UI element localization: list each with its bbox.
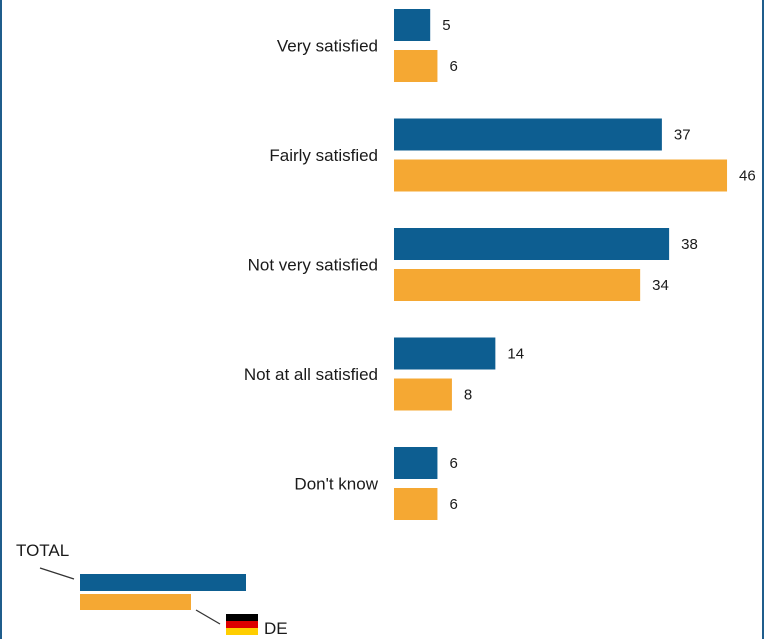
legend-total-swatch bbox=[80, 574, 246, 591]
total-bar bbox=[394, 447, 438, 479]
value-label: 5 bbox=[442, 17, 450, 34]
total-bar bbox=[394, 118, 662, 151]
category-label: Not very satisfied bbox=[248, 256, 378, 275]
bars-layer bbox=[394, 9, 728, 520]
total-bar bbox=[394, 9, 431, 41]
de-bar bbox=[394, 159, 728, 192]
labels-layer: Very satisfied 5 6 Fairly satisfied 37 46 Not … bbox=[244, 17, 756, 513]
de-bar bbox=[394, 488, 438, 520]
value-label: 6 bbox=[449, 496, 457, 513]
legend-de-leader bbox=[195, 609, 221, 625]
value-label: 6 bbox=[449, 455, 457, 472]
legend-total-leader bbox=[39, 567, 75, 580]
category-label: Fairly satisfied bbox=[269, 146, 378, 165]
legend-total-label: TOTAL bbox=[16, 541, 69, 560]
value-label: 46 bbox=[739, 168, 756, 185]
value-label: 38 bbox=[681, 236, 698, 253]
category-label: Don't know bbox=[294, 475, 378, 494]
legend-de-label: DE bbox=[264, 619, 288, 638]
de-bar bbox=[394, 269, 641, 301]
value-label: 37 bbox=[674, 127, 691, 144]
legend-de-swatch bbox=[80, 594, 191, 610]
value-label: 14 bbox=[507, 346, 524, 363]
category-label: Very satisfied bbox=[277, 37, 378, 56]
de-bar bbox=[394, 50, 438, 82]
total-bar bbox=[394, 337, 496, 370]
value-label: 8 bbox=[464, 387, 472, 404]
legend: TOTAL DE bbox=[16, 541, 288, 638]
value-label: 6 bbox=[449, 58, 457, 75]
category-label: Not at all satisfied bbox=[244, 365, 378, 384]
de-bar bbox=[394, 378, 452, 411]
total-bar bbox=[394, 228, 670, 260]
value-label: 34 bbox=[652, 277, 669, 294]
germany-flag-icon bbox=[226, 614, 258, 635]
